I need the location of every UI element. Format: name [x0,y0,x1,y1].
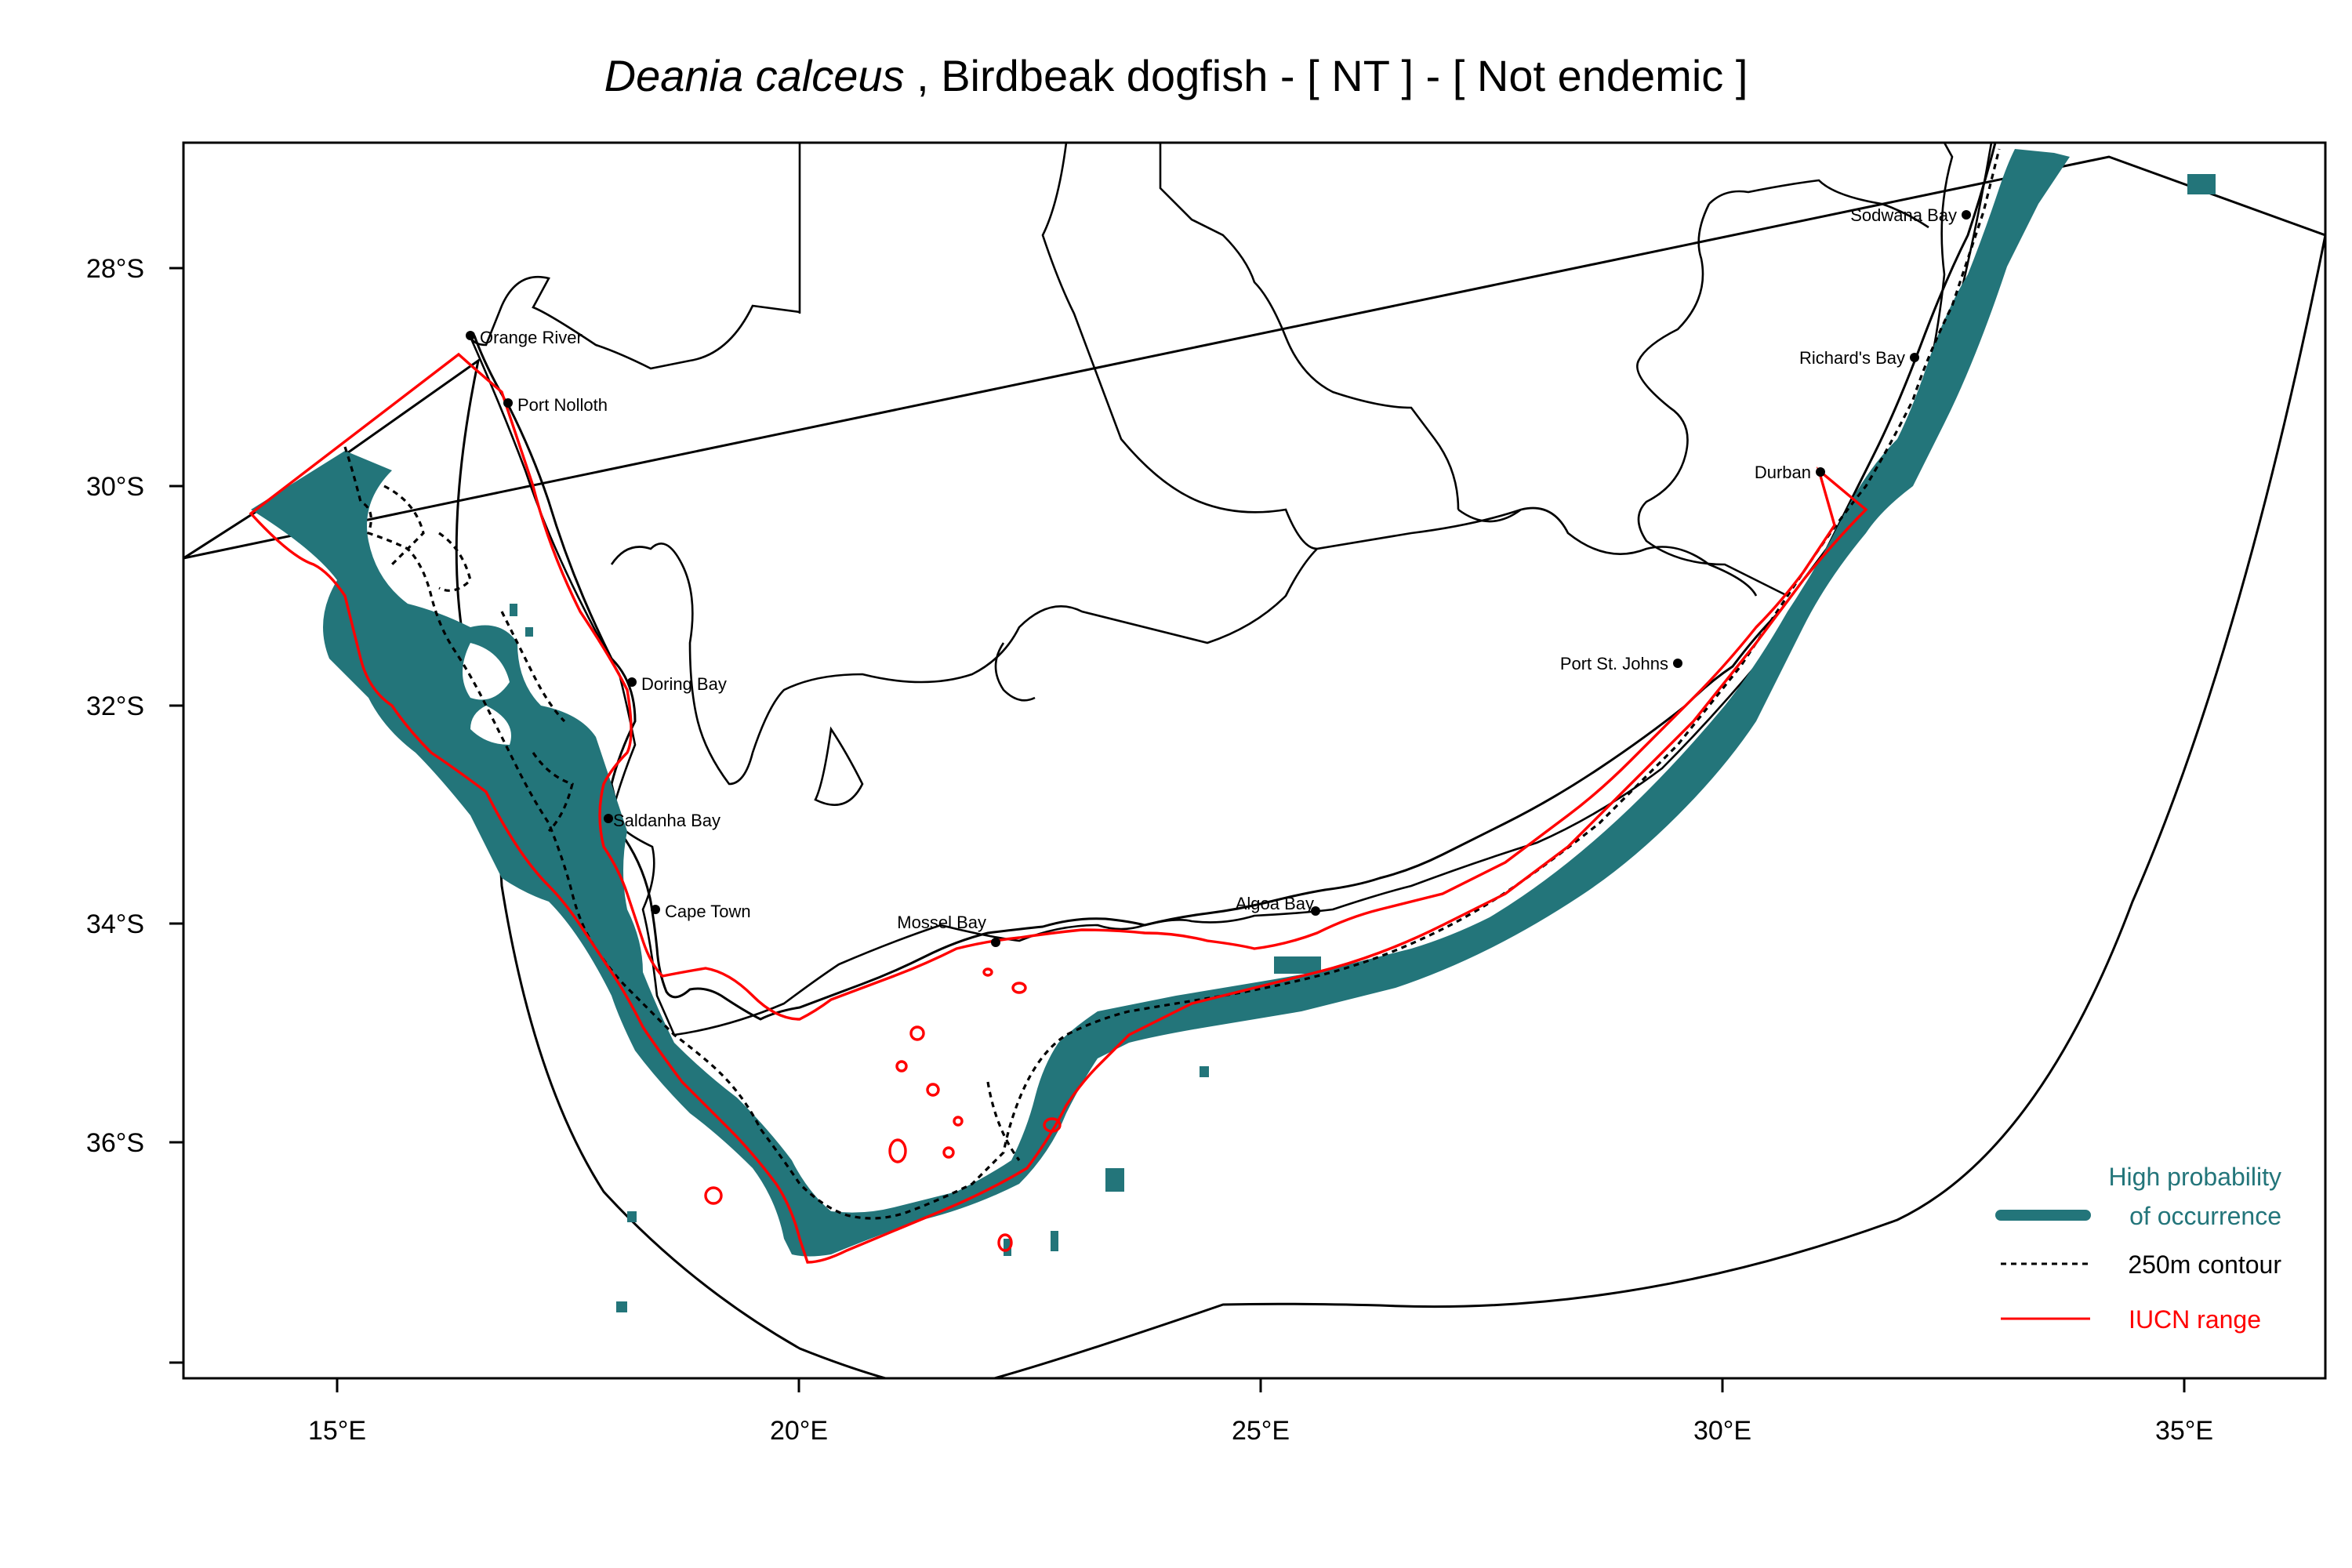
y-axis [169,267,183,1364]
y-tick-label: 36°S [86,1128,144,1158]
place-marker [627,677,637,687]
place-label-orange-river: Orange River [480,328,583,347]
place-marker [503,398,513,408]
map-title: Deania calceus , Birdbeak dogfish - [ NT… [0,50,2352,101]
plot-frame [182,141,2327,1380]
place-label-cape-town: Cape Town [665,902,751,921]
legend: High probability of occurrence 250m cont… [1995,1163,2281,1334]
y-tick-label: 32°S [86,691,144,721]
title-species: Deania calceus [604,51,905,100]
place-label-algoa-bay: Algoa Bay [1236,894,1314,913]
x-axis [336,1378,2186,1392]
place-label-doring-bay: Doring Bay [641,674,727,694]
place-marker [1962,210,1971,220]
x-tick-label: 15°E [308,1416,366,1446]
contour-250m [343,148,2001,1220]
place-label-richards-bay: Richard's Bay [1799,348,1905,368]
x-tick-label: 20°E [770,1416,828,1446]
place-label-port-nolloth: Port Nolloth [517,395,608,415]
x-tick-label: 35°E [2155,1416,2213,1446]
place-marker [466,331,475,340]
coastline [473,143,1997,1021]
place-marker [1816,467,1825,477]
y-tick-label: 28°S [86,254,144,284]
y-tick-label: 34°S [86,909,144,939]
legend-occurrence-line2: of occurrence [2129,1202,2281,1230]
place-label-sodwana-bay: Sodwana Bay [1850,205,1957,225]
title-rest: , Birdbeak dogfish - [ NT ] - [ Not ende… [904,51,1748,100]
place-marker [604,814,613,823]
place-marker [1311,906,1320,916]
iucn-range [249,352,1868,1264]
place-marker [1673,659,1682,668]
place-label-saldanha-bay: Saldanha Bay [613,811,720,830]
place-marker [991,938,1000,947]
place-markers [466,210,1971,947]
y-tick-label: 30°S [86,472,144,502]
place-marker [1910,353,1919,362]
x-tick-label: 30°E [1693,1416,1751,1446]
place-label-durban: Durban [1755,463,1811,482]
x-tick-label: 25°E [1232,1416,1290,1446]
occurrence-area [251,149,2216,1312]
place-marker [651,905,660,914]
legend-iucn-label: IUCN range [2129,1305,2261,1334]
place-label-mossel-bay: Mossel Bay [897,913,986,932]
legend-contour-label: 250m contour [2128,1250,2281,1279]
place-label-port-st-johns: Port St. Johns [1560,654,1668,673]
legend-occurrence-line1: High probability [2108,1163,2281,1191]
